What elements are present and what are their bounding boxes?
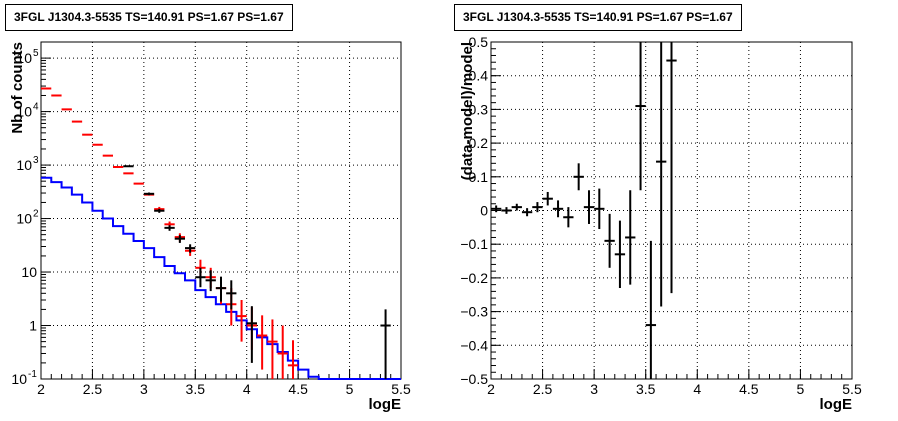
left-y-tick-label: 10 <box>16 211 32 227</box>
left-x-tick-label: 4.5 <box>288 381 308 397</box>
left-data-point-1 <box>257 315 268 370</box>
right-data-point-0 <box>563 207 574 228</box>
left-data-point-2 <box>215 276 227 302</box>
left-data-point-1 <box>267 319 278 379</box>
right-data-point-0 <box>573 163 584 191</box>
left-data-point-1 <box>277 325 288 379</box>
left-x-tick-label: 3.5 <box>186 381 206 397</box>
left-x-axis-title: logE <box>369 396 402 413</box>
right-y-tick-label: −0.3 <box>460 304 488 320</box>
right-data-point-0 <box>542 191 553 206</box>
left-data-point-2 <box>164 225 175 231</box>
left-data-point-1 <box>236 299 247 342</box>
right-x-tick-label: 3.5 <box>636 381 656 397</box>
left-x-tick-label: 4 <box>243 381 251 397</box>
right-x-tick-label: 2.5 <box>533 381 553 397</box>
left-x-tick-label: 5 <box>346 381 354 397</box>
right-y-tick-label: −0.2 <box>460 270 488 286</box>
right-y-tick-label: −0.1 <box>460 236 488 252</box>
left-x-tick-label: 5.5 <box>391 381 411 397</box>
left-y-tick-exponent: 2 <box>33 209 39 220</box>
left-data-point-2 <box>123 165 134 168</box>
left-y-tick-label: 10 <box>16 157 32 173</box>
right-data-point-0 <box>511 203 522 211</box>
left-data-point-2 <box>154 208 165 213</box>
right-y-tick-label: 0.4 <box>469 68 489 84</box>
right-x-tick-label: 5.5 <box>842 381 862 397</box>
right-data-point-0 <box>532 202 543 213</box>
left-data-point-2 <box>205 270 216 292</box>
right-y-tick-label: 0.1 <box>469 169 489 185</box>
right-data-point-0 <box>552 200 564 218</box>
left-x-tick-label: 3 <box>140 381 148 397</box>
left-data-point-2 <box>226 280 237 310</box>
left-data-point-2 <box>195 267 206 288</box>
left-model-histogram <box>41 176 401 380</box>
left-y-tick-exponent: 5 <box>33 48 39 59</box>
left-y-tick-label: 10 <box>16 50 32 66</box>
right-data-point-0 <box>521 208 533 217</box>
right-data-point-0 <box>625 190 636 285</box>
right-y-tick-label: −0.4 <box>460 337 488 353</box>
right-data-point-0 <box>583 190 595 224</box>
right-y-tick-label: −0.5 <box>460 371 488 387</box>
right-y-tick-label: 0.5 <box>469 34 489 50</box>
right-y-axis-title: (data-model)/model <box>459 42 476 180</box>
right-plot-title: 3FGL J1304.3-5535 TS=140.91 PS=1.67 PS=1… <box>454 4 742 31</box>
left-data-point-2 <box>246 306 257 363</box>
right-x-tick-label: 4.5 <box>739 381 759 397</box>
right-data-point-0 <box>645 240 657 379</box>
right-x-tick-label: 3 <box>590 381 598 397</box>
right-data-point-0 <box>594 188 605 230</box>
left-y-tick-label: 10 <box>11 371 27 387</box>
left-data-point-2 <box>143 192 155 196</box>
right-x-tick-label: 4 <box>693 381 701 397</box>
left-data-point-1 <box>287 340 299 379</box>
left-x-tick-label: 2.5 <box>83 381 103 397</box>
left-x-tick-label: 2 <box>37 381 45 397</box>
left-data-point-2 <box>380 309 391 379</box>
left-y-tick-exponent: 3 <box>33 155 39 166</box>
right-y-tick-label: 0.2 <box>469 135 489 151</box>
left-plot-title: 3FGL J1304.3-5535 TS=140.91 PS=1.67 PS=1… <box>5 4 293 31</box>
left-y-tick-label: 10 <box>21 264 37 280</box>
right-x-tick-label: 2 <box>487 381 495 397</box>
right-x-tick-label: 5 <box>797 381 805 397</box>
right-y-tick-label: 0.3 <box>469 101 489 117</box>
right-data-point-0 <box>656 42 667 307</box>
left-y-tick-exponent: 4 <box>33 102 39 113</box>
right-y-tick-label: 0 <box>480 203 488 219</box>
left-y-tick-label: 10 <box>16 104 32 120</box>
right-data-point-0 <box>614 220 626 289</box>
right-x-axis-title: logE <box>820 396 853 413</box>
right-data-point-0 <box>666 42 677 294</box>
left-y-tick-exponent: -1 <box>28 369 37 380</box>
right-data-point-0 <box>604 213 615 268</box>
right-data-point-0 <box>491 205 502 213</box>
right-data-point-0 <box>635 42 646 191</box>
left-data-point-2 <box>174 235 185 243</box>
right-data-point-0 <box>501 207 512 214</box>
left-data-point-2 <box>185 244 196 253</box>
left-y-axis-title: Nb of counts <box>9 42 26 134</box>
left-y-tick-label: 1 <box>29 318 37 334</box>
